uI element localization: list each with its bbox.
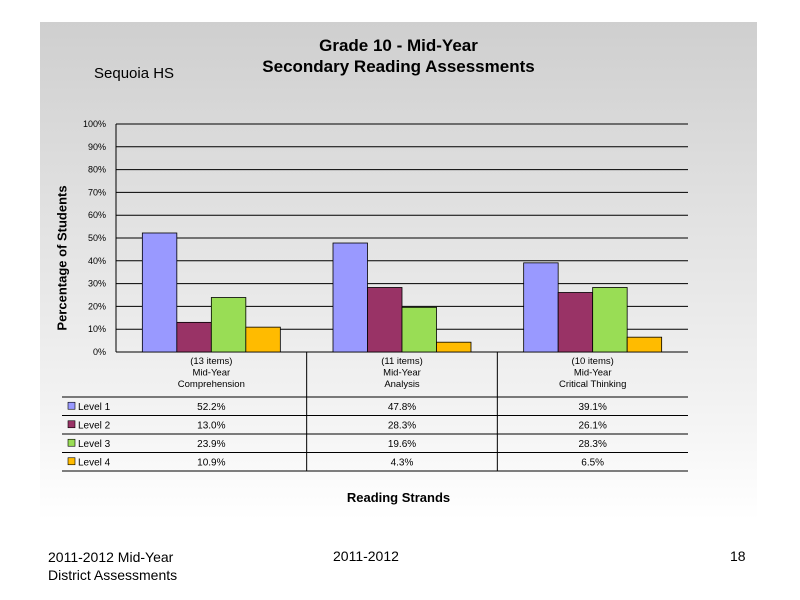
data-table-value: 23.9% [197,439,225,450]
x-axis-label: Reading Strands [346,490,451,505]
category-label: (10 items) [572,356,614,367]
data-table-value: 4.3% [391,457,414,468]
data-table-value: 10.9% [197,457,225,468]
legend-label: Level 3 [78,439,111,450]
footer-left-line1: 2011-2012 Mid-Year [48,549,174,565]
legend-label: Level 4 [78,457,111,468]
data-table-value: 6.5% [581,457,604,468]
y-tick-label: 30% [88,279,106,289]
y-tick-label: 20% [88,301,106,311]
y-tick-label: 60% [88,210,106,220]
category-label: Comprehension [178,379,245,390]
category-label: Critical Thinking [559,379,626,390]
bar-level-1 [141,232,178,353]
category-label: Mid-Year [192,368,230,379]
footer-left: 2011-2012 Mid-Year District Assessments [48,548,177,584]
legend-swatch [67,457,76,466]
data-table-value: 26.1% [578,420,606,431]
bar-level-3 [210,297,247,353]
category-label: (13 items) [190,356,232,367]
bar-level-3 [592,287,628,353]
bar-level-4 [436,341,472,353]
y-tick-label: 10% [88,324,106,334]
bar-level-4 [245,326,281,353]
y-tick-label: 50% [88,233,106,243]
category-label: Mid-Year [383,368,421,379]
data-table-value: 47.8% [388,402,416,413]
legend-swatch [67,401,76,410]
bar-level-2 [367,287,403,353]
page-number: 18 [730,548,746,564]
footer-center: 2011-2012 [333,548,399,564]
y-tick-label: 90% [88,142,106,152]
data-table-value: 28.3% [578,439,606,450]
bar-level-2 [557,292,594,353]
bar-level-1 [523,262,559,353]
chart-title-line2: Secondary Reading Assessments [262,57,535,76]
data-table-value: 28.3% [388,420,416,431]
bar-level-1 [332,242,368,353]
data-table-value: 13.0% [197,420,225,431]
y-tick-label: 100% [83,119,106,129]
legend-label: Level 2 [78,420,111,431]
data-table-value: 52.2% [197,402,225,413]
chart-title-line1: Grade 10 - Mid-Year [319,36,478,55]
legend-swatch [67,438,76,447]
school-name: Sequoia HS [94,65,175,82]
category-label: Analysis [384,379,420,390]
bar-level-4 [626,336,663,353]
data-table-value: 39.1% [578,402,606,413]
legend-swatch [67,420,76,429]
data-table-value: 19.6% [388,439,416,450]
bar-level-2 [176,321,212,353]
y-tick-label: 70% [88,187,106,197]
footer-left-line2: District Assessments [48,567,178,583]
y-tick-label: 40% [88,256,106,266]
bar-level-3 [401,306,437,353]
y-tick-label: 80% [88,165,106,175]
legend-label: Level 1 [78,402,111,413]
category-label: (11 items) [381,356,423,367]
category-label: Mid-Year [574,368,612,379]
y-tick-label: 0% [93,347,106,357]
